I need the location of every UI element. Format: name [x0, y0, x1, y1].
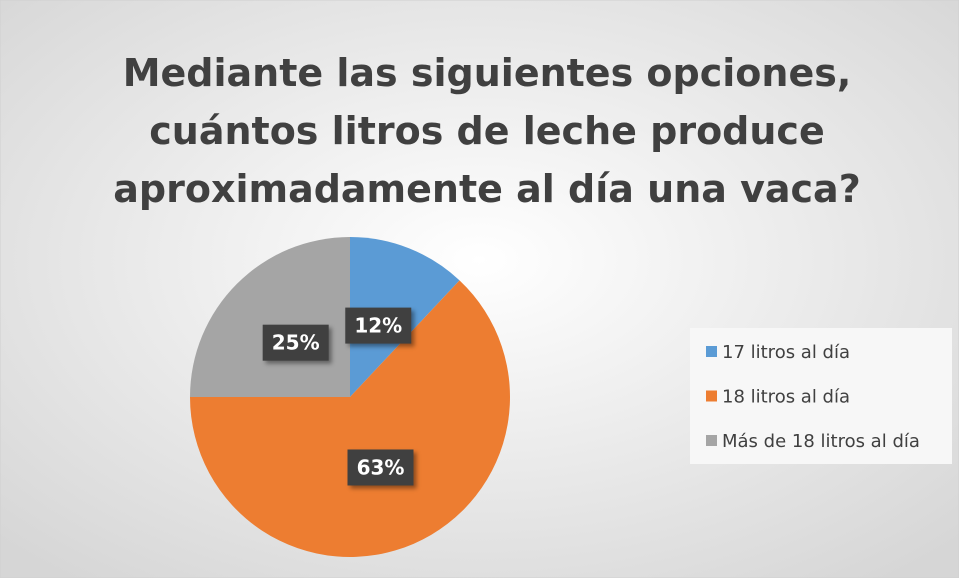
data-label-box [345, 307, 412, 344]
legend-box [690, 328, 952, 464]
legend-label: 18 litros al día [722, 387, 850, 408]
pie-slice [190, 280, 511, 557]
data-label: 12% [354, 314, 402, 338]
data-label: 63% [357, 455, 405, 479]
data-label-box [262, 324, 329, 361]
legend-label: 17 litros al día [722, 342, 850, 363]
legend-swatch [706, 346, 717, 357]
legend-swatch [706, 390, 717, 402]
chart-title: cuántos litros de leche produce [149, 109, 824, 153]
chart-title: Mediante las siguientes opciones, [123, 51, 852, 95]
chart-title: aproximadamente al día una vaca? [113, 167, 861, 211]
legend-swatch [706, 435, 717, 446]
data-label: 25% [272, 331, 320, 355]
data-label-box [347, 449, 414, 486]
legend-label: Más de 18 litros al día [722, 431, 920, 452]
